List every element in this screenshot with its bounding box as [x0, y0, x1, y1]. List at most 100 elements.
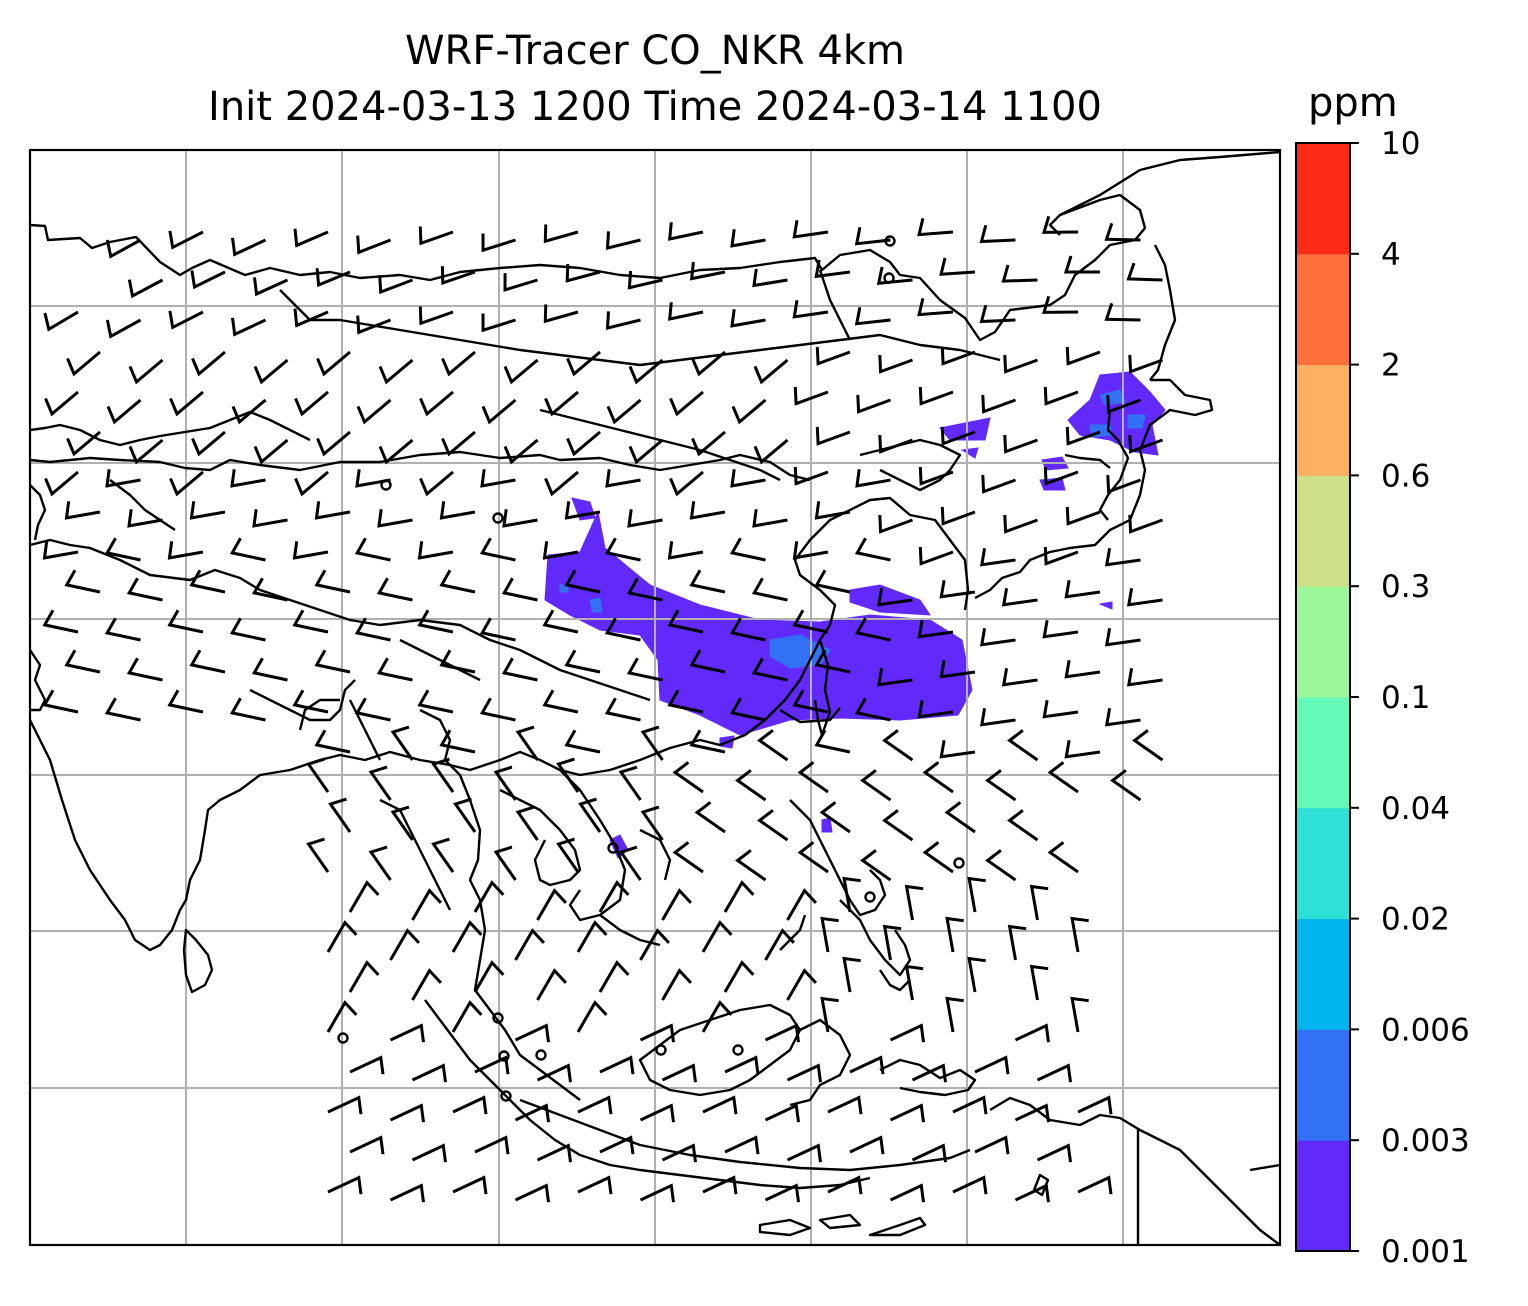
- wind-barb: [1036, 1143, 1072, 1163]
- wind-barb: [1036, 1063, 1072, 1083]
- wind-barb: [452, 1175, 488, 1195]
- coastline-segment: [30, 410, 251, 447]
- wind-barb: [849, 1135, 885, 1155]
- wind-barb: [1126, 667, 1163, 687]
- coastline-segment: [1098, 409, 1130, 521]
- wind-barb: [701, 1000, 733, 1033]
- coastline-segment: [249, 410, 311, 442]
- wind-barb: [1065, 506, 1101, 526]
- wind-barb: [439, 501, 476, 520]
- wind-barb: [390, 725, 414, 761]
- wind-barb: [604, 537, 641, 562]
- wind-barb: [348, 880, 380, 913]
- wind-barb: [439, 569, 476, 594]
- wind-barb: [598, 960, 630, 993]
- wind-barb: [691, 350, 726, 377]
- wind-barb: [855, 469, 891, 488]
- wind-barb: [626, 577, 663, 602]
- wind-barb: [293, 228, 329, 248]
- wind-barb: [764, 1103, 800, 1123]
- wind-barb: [542, 609, 579, 634]
- coastline-segment: [879, 1058, 977, 1097]
- wind-barb: [752, 509, 788, 528]
- wind-barb: [493, 845, 517, 881]
- wind-barb: [252, 509, 288, 528]
- wind-barb: [917, 217, 954, 237]
- coastline-segment: [839, 899, 912, 977]
- wind-barb: [356, 315, 392, 335]
- wind-barb: [639, 1183, 675, 1203]
- wind-barb: [314, 729, 351, 754]
- wind-barb: [661, 888, 693, 921]
- wind-barb: [451, 1000, 483, 1033]
- wind-barb: [1126, 262, 1163, 282]
- coastline-segment: [559, 769, 627, 922]
- coastline-segment: [473, 899, 581, 1101]
- wind-barb: [730, 469, 766, 488]
- colorbar-swatch-6: [1296, 475, 1350, 587]
- wind-barb: [502, 509, 538, 528]
- wind-barb: [349, 1135, 385, 1155]
- wind-barb: [473, 960, 505, 993]
- wind-barb: [564, 501, 601, 520]
- wind-barb: [911, 1063, 947, 1083]
- wind-barb: [542, 541, 579, 560]
- coastline-segment: [789, 799, 887, 917]
- wind-barb: [606, 398, 642, 425]
- wind-barb: [814, 259, 851, 279]
- wind-barb: [904, 884, 924, 921]
- wind-barb: [814, 729, 851, 754]
- wind-barb: [104, 697, 141, 722]
- wind-barb: [1064, 579, 1101, 599]
- wind-barb: [378, 358, 414, 385]
- wind-barb: [389, 1103, 425, 1123]
- wind-barb: [543, 224, 579, 244]
- wind-barb: [1104, 222, 1141, 242]
- wind-barb: [66, 350, 101, 377]
- wind-barb: [979, 304, 1016, 324]
- wind-barb: [640, 805, 664, 841]
- wind-barb: [411, 1143, 447, 1163]
- wind-barb: [918, 466, 954, 486]
- wind-barb: [967, 876, 986, 913]
- wind-barb: [814, 501, 851, 520]
- wind-barb: [349, 1055, 385, 1075]
- wind-barb: [628, 438, 664, 465]
- wind-barb: [411, 888, 443, 921]
- wind-barb: [945, 996, 964, 1033]
- wind-barb: [389, 928, 421, 961]
- colorbar-tick-label: 0.1: [1381, 680, 1430, 716]
- wind-barb: [876, 266, 913, 285]
- wind-barb: [514, 1103, 550, 1123]
- wind-barb: [1047, 761, 1079, 794]
- coastlines-layer: [30, 150, 1280, 1245]
- wind-barb: [167, 541, 204, 560]
- colorbar-ticks: 0.001 0.003 0.006 0.02 0.04 0.1 0.3 0.6 2 4 10: [1350, 126, 1470, 1270]
- wind-barb: [42, 541, 79, 560]
- wind-barb: [979, 547, 1016, 567]
- wind-barb: [440, 266, 476, 285]
- coastline-segment: [319, 496, 970, 777]
- wind-barb: [377, 509, 413, 528]
- wind-barb: [729, 617, 766, 642]
- wind-barb: [792, 689, 829, 714]
- wind-barb: [64, 569, 101, 594]
- wind-barb: [730, 309, 766, 328]
- wind-barb: [979, 224, 1016, 244]
- colorbar-tick-label: 0.3: [1381, 569, 1430, 605]
- wind-barb: [667, 689, 704, 714]
- wind-barb: [797, 841, 829, 874]
- wind-barb: [1077, 1175, 1113, 1195]
- wind-barb: [355, 469, 391, 488]
- wind-barb: [294, 390, 329, 417]
- wind-barb: [856, 394, 892, 414]
- wind-barb: [618, 765, 642, 801]
- wind-barb: [106, 398, 142, 425]
- wind-barb: [44, 390, 79, 417]
- wind-barb: [1007, 924, 1027, 961]
- wind-barb: [639, 928, 671, 961]
- wind-barb: [64, 649, 101, 674]
- wind-barb: [105, 238, 142, 259]
- coastline-segment: [779, 914, 807, 951]
